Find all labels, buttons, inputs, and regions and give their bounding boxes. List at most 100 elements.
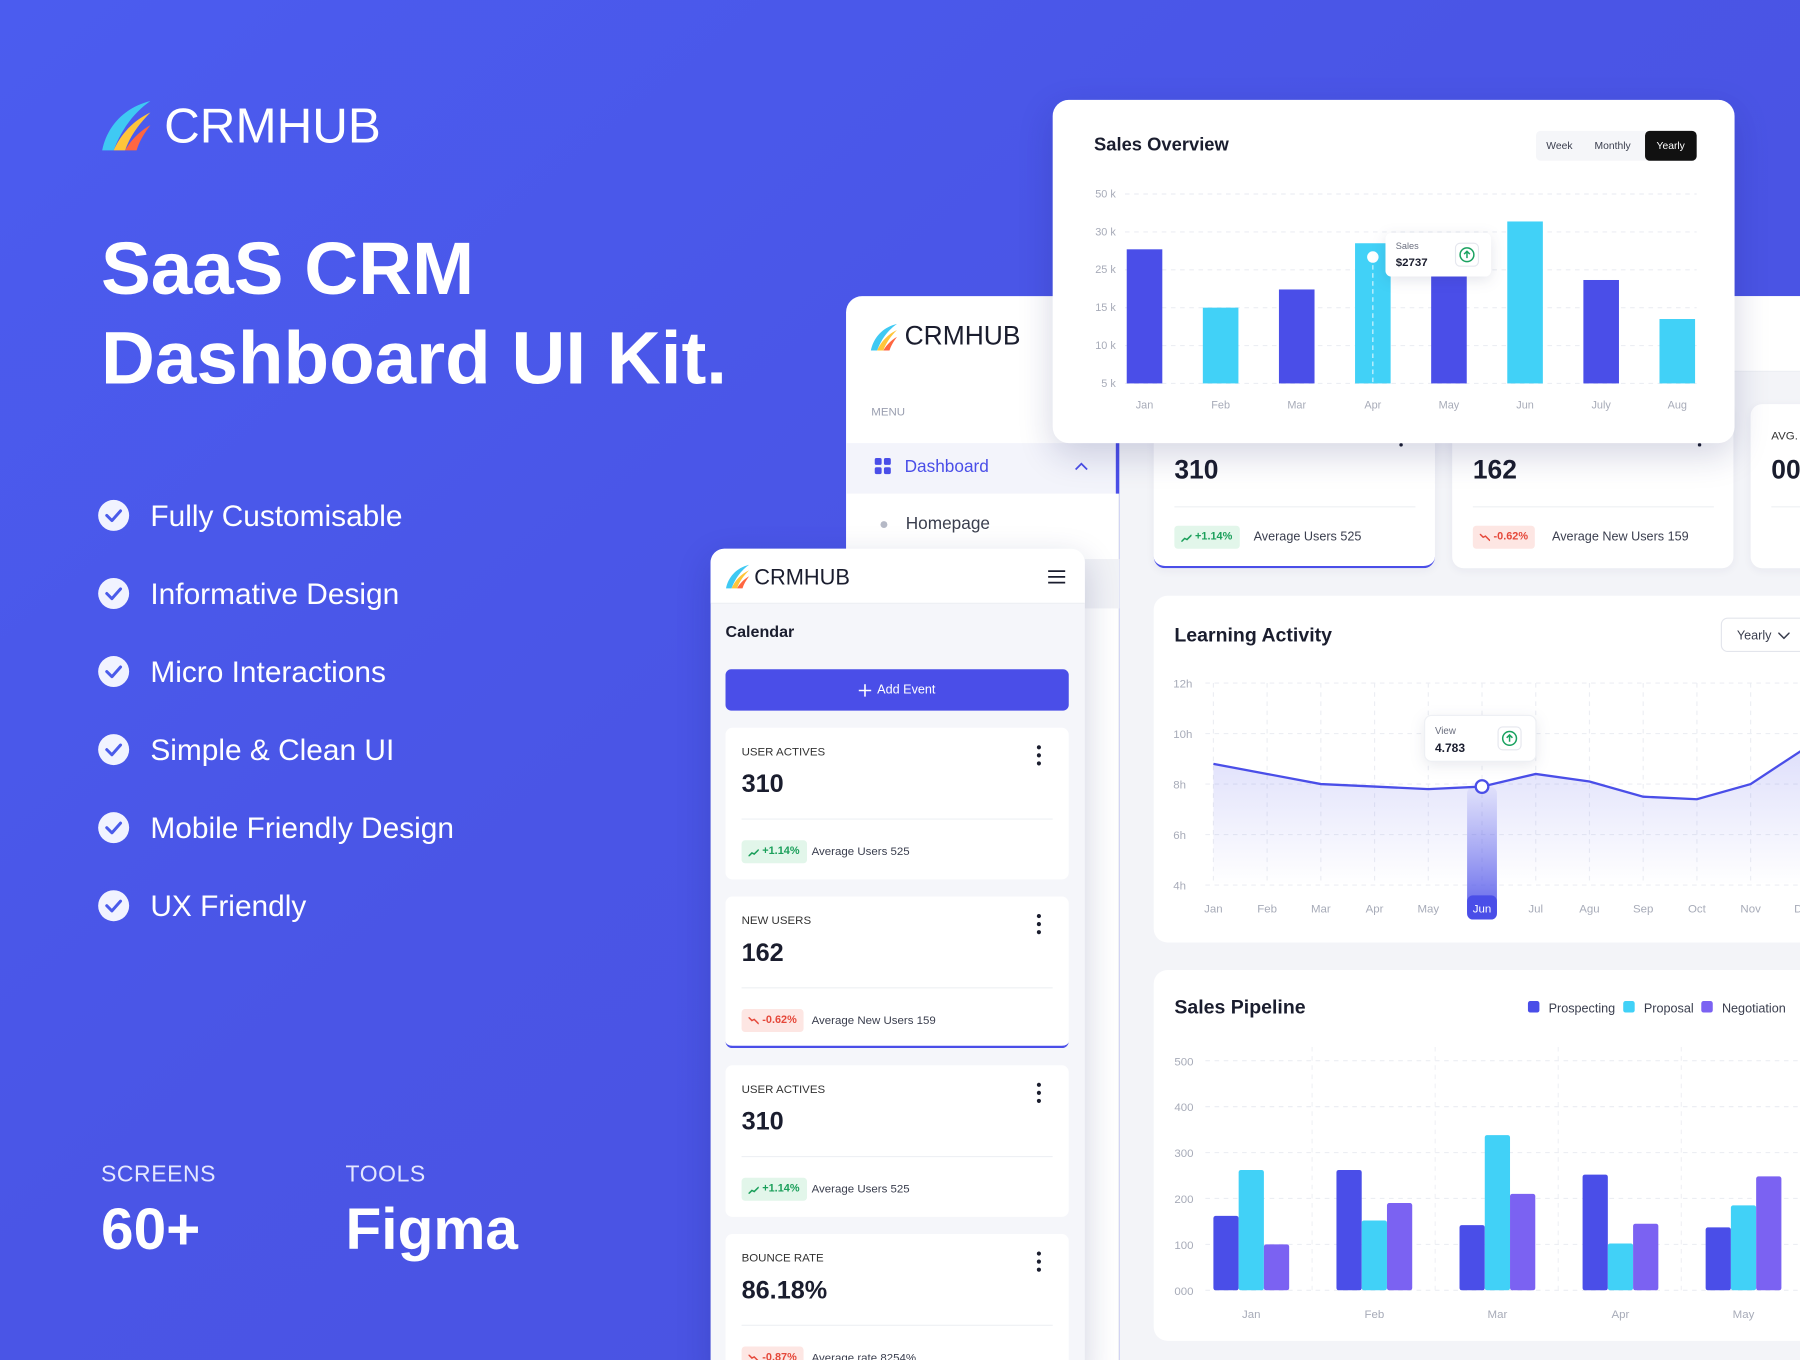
logo-mark <box>102 101 151 151</box>
more-dots[interactable] <box>1036 1082 1042 1104</box>
mobile-heading: Calendar <box>725 622 795 641</box>
change-chip: +1.14% <box>741 1177 807 1201</box>
feature-text: Informative Design <box>150 576 400 611</box>
check-mark <box>105 821 123 835</box>
mobile-header <box>710 548 1085 604</box>
menu-button[interactable] <box>1048 569 1066 584</box>
chevron <box>1778 632 1790 640</box>
tab-text: Monthly <box>1594 139 1631 151</box>
trend-icon <box>748 1354 759 1360</box>
card-label: USER ACTIVES <box>741 1083 826 1097</box>
more-icon[interactable] <box>1036 914 1042 935</box>
change-chip: +1.14% <box>741 840 807 864</box>
trend-icon <box>748 848 759 857</box>
trend-icon <box>1479 533 1491 542</box>
feature-text: Simple & Clean UI <box>150 732 395 767</box>
mobile-logo: CRMHUB <box>754 565 850 591</box>
mobile-card: NEW USERS 162 -0.62% Average New Users 159 <box>725 896 1069 1049</box>
more-dot <box>1399 443 1403 447</box>
mobile-card: BOUNCE RATE 86.18% -0.87% Average rate 8254… <box>725 1234 1069 1360</box>
stat-label: SCREENS <box>101 1161 217 1187</box>
change-text: -0.62% <box>762 1013 797 1027</box>
divider <box>741 1324 1053 1326</box>
card-label: BOUNCE RATE <box>741 1252 824 1266</box>
check-circle <box>98 890 130 922</box>
change-text: -0.87% <box>762 1351 797 1360</box>
mobile-card: USER ACTIVES 310 +1.14% Average Users 525 <box>725 1065 1069 1217</box>
feature-text: Fully Customisable <box>150 498 403 533</box>
more-dots[interactable] <box>1036 1251 1042 1272</box>
feature-text: Mobile Friendly Design <box>150 810 454 845</box>
card-label: USER ACTIVES <box>741 746 826 759</box>
divider <box>741 987 1053 989</box>
card-label: NEW USERS <box>741 914 812 928</box>
hamburger[interactable] <box>1048 569 1066 584</box>
stat-card-value: 162 <box>1472 454 1517 485</box>
stat-card-value: 310 <box>1174 454 1219 485</box>
card-value: 310 <box>741 1106 784 1136</box>
chart-title: Sales Overview <box>1094 135 1229 155</box>
menu-label: MENU <box>871 406 906 420</box>
menu-item[interactable]: Homepage <box>905 514 990 534</box>
divider <box>741 1155 1053 1158</box>
check-circle <box>98 812 130 844</box>
filter-dropdown[interactable]: Yearly <box>1720 617 1800 653</box>
menu-item-active[interactable]: Dashboard <box>846 443 1120 494</box>
menu-item-text: Dashboard <box>904 456 989 477</box>
stat-value: Figma <box>345 1196 518 1262</box>
tab[interactable]: Yearly <box>1645 130 1697 161</box>
trend-icon <box>1181 534 1192 542</box>
more-icon[interactable] <box>1036 1251 1042 1272</box>
tab-text: Week <box>1546 139 1573 151</box>
check-circle <box>98 577 130 609</box>
more-dots[interactable] <box>1036 745 1042 766</box>
tab[interactable]: Monthly <box>1595 131 1631 161</box>
change-text: -0.62% <box>1493 530 1529 544</box>
card-value: 162 <box>741 937 784 967</box>
chart-title: Sales Pipeline <box>1174 996 1306 1019</box>
divider <box>1771 506 1800 508</box>
check-mark <box>105 899 123 913</box>
check-circle <box>98 656 130 688</box>
feature-text: Micro Interactions <box>150 654 386 689</box>
hero-title: Dashboard UI Kit. <box>101 315 728 400</box>
add-event-button[interactable]: Add Event <box>725 669 1069 711</box>
stat-card: AVG. 00 <box>1750 404 1800 569</box>
stat-card-note: Average Users 525 <box>1253 530 1362 545</box>
check-circle <box>98 734 130 766</box>
change-text: +1.14% <box>1195 530 1233 544</box>
check-circle <box>98 499 130 531</box>
stat-value: 60+ <box>101 1196 201 1262</box>
change-chip: +1.14% <box>1174 525 1240 549</box>
change-text: +1.14% <box>762 1182 800 1196</box>
card-note: Average rate 8254% <box>811 1352 917 1360</box>
change-chip: -0.87% <box>741 1346 804 1360</box>
more-dot <box>1697 443 1702 447</box>
plus-icon[interactable] <box>858 683 872 697</box>
tab[interactable]: Week <box>1546 131 1572 161</box>
card-note: Average New Users 159 <box>811 1014 936 1028</box>
check-mark <box>105 665 123 679</box>
stat-card-note: Average New Users 159 <box>1552 530 1689 545</box>
mobile-card: USER ACTIVES 310 +1.14% Average Users 525 <box>725 727 1069 880</box>
divider <box>741 818 1053 820</box>
more-dots[interactable] <box>1036 914 1042 935</box>
menu-row <box>1084 559 1120 609</box>
change-chip: -0.62% <box>1472 525 1535 549</box>
stat-card-label: AVG. <box>1771 430 1798 444</box>
stat-card-value: 00 <box>1771 454 1800 485</box>
more-icon[interactable] <box>1036 745 1042 766</box>
chart-card <box>1153 970 1800 1341</box>
button-text[interactable]: Add Event <box>877 682 936 697</box>
chart-card <box>1153 595 1800 943</box>
chart-title: Learning Activity <box>1174 624 1332 647</box>
feature-text: UX Friendly <box>150 888 307 923</box>
check-mark <box>105 509 123 523</box>
trend-icon <box>748 1186 759 1194</box>
divider <box>1472 506 1714 508</box>
card-note: Average Users 525 <box>811 846 910 859</box>
card-value: 310 <box>741 769 784 798</box>
more-icon[interactable] <box>1036 1082 1042 1104</box>
